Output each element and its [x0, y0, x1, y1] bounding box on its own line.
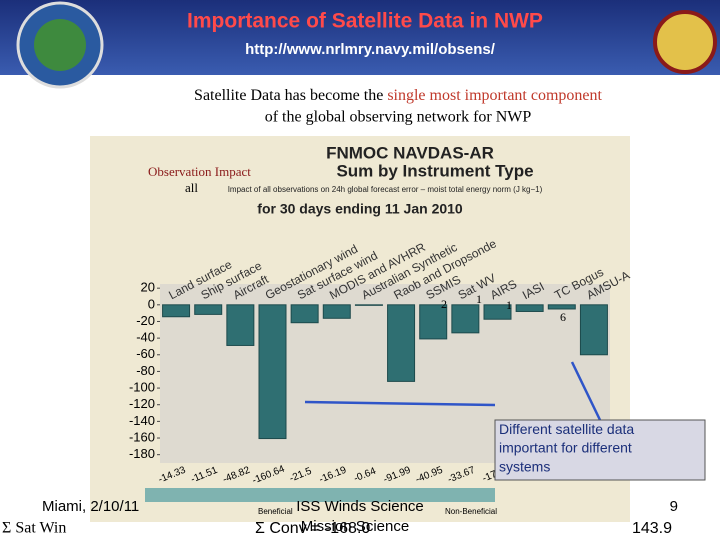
callout-arrow	[570, 361, 602, 421]
bar	[258, 304, 287, 440]
bar	[451, 304, 480, 334]
chart-subtitle: for 30 days ending 11 Jan 2010	[257, 201, 463, 217]
callout-box	[494, 419, 706, 481]
bar	[547, 304, 576, 310]
y-tick-label: -20	[136, 313, 155, 328]
y-tick-label: -140	[129, 413, 155, 428]
chart-title: Sum by Instrument Type	[336, 161, 533, 180]
y-tick-label: -60	[136, 346, 155, 361]
y-tick-label: -120	[129, 396, 155, 411]
footer-left: Miami, 2/10/11	[42, 498, 139, 515]
bar	[515, 304, 544, 312]
overlay-number: 1	[506, 298, 512, 312]
bar	[387, 304, 416, 382]
logo-right	[653, 10, 717, 74]
chart-subtitle: Impact of all observations on 24h global…	[228, 185, 543, 194]
footer-right: 9	[670, 498, 678, 515]
overlay-number: 2	[441, 297, 447, 311]
bar	[194, 304, 223, 315]
bar	[290, 304, 319, 324]
header-band	[0, 0, 720, 75]
bar	[483, 304, 512, 320]
slide-url: http://www.nrlmry.navy.mil/obsens/	[245, 41, 496, 58]
y-tick-label: 20	[141, 280, 155, 295]
colorbar	[145, 488, 495, 502]
colorbar-label: Beneficial	[258, 507, 293, 516]
y-tick-label: 0	[148, 296, 155, 311]
footer-center: Mission Science	[301, 518, 409, 535]
callout-line: Different satellite data	[499, 421, 634, 437]
overlay-box	[182, 182, 212, 197]
bar	[579, 304, 608, 356]
overlay-number: 1	[476, 292, 482, 306]
plot: 200-20-40-60-80-100-120-140-160-180Land …	[129, 236, 632, 486]
bar	[226, 304, 255, 346]
colorbar-label: Non-Beneficial	[445, 507, 497, 516]
bar	[354, 304, 383, 306]
callout-text: systems	[499, 459, 550, 475]
bar	[322, 304, 351, 319]
y-tick-label: -80	[136, 363, 155, 378]
sum-right: 143.9	[632, 520, 672, 537]
y-tick-label: -180	[129, 446, 155, 461]
chart-title: FNMOC NAVDAS-AR	[326, 143, 494, 162]
y-tick-label: -160	[129, 429, 155, 444]
statement-highlight: single most important component	[387, 87, 602, 104]
bar	[162, 304, 191, 318]
sum-sat: Σ Sat Win	[2, 520, 66, 537]
statement: of the global observing network for NWP	[265, 109, 532, 126]
overlay-all: all	[185, 180, 198, 195]
callout-arrow	[304, 400, 496, 407]
overlay-box	[145, 164, 305, 181]
slide-title: Importance of Satellite Data in NWP	[187, 10, 543, 33]
sum-conv: Σ Conv = -168.0	[255, 520, 370, 537]
overlay-label: Observation Impact	[148, 164, 251, 179]
y-tick-label: -40	[136, 330, 155, 345]
statement-part: Satellite Data has become the	[194, 87, 383, 104]
bar	[419, 304, 448, 340]
logo-globe	[34, 19, 86, 71]
footer-center: ISS Winds Science	[296, 498, 424, 515]
callout-text: Different satellite data	[499, 421, 634, 437]
callout-text: important for different	[499, 440, 632, 456]
y-tick-label: -100	[129, 380, 155, 395]
statement: Satellite Data has become the single mos…	[194, 87, 602, 104]
overlay-number: 6	[560, 310, 566, 324]
